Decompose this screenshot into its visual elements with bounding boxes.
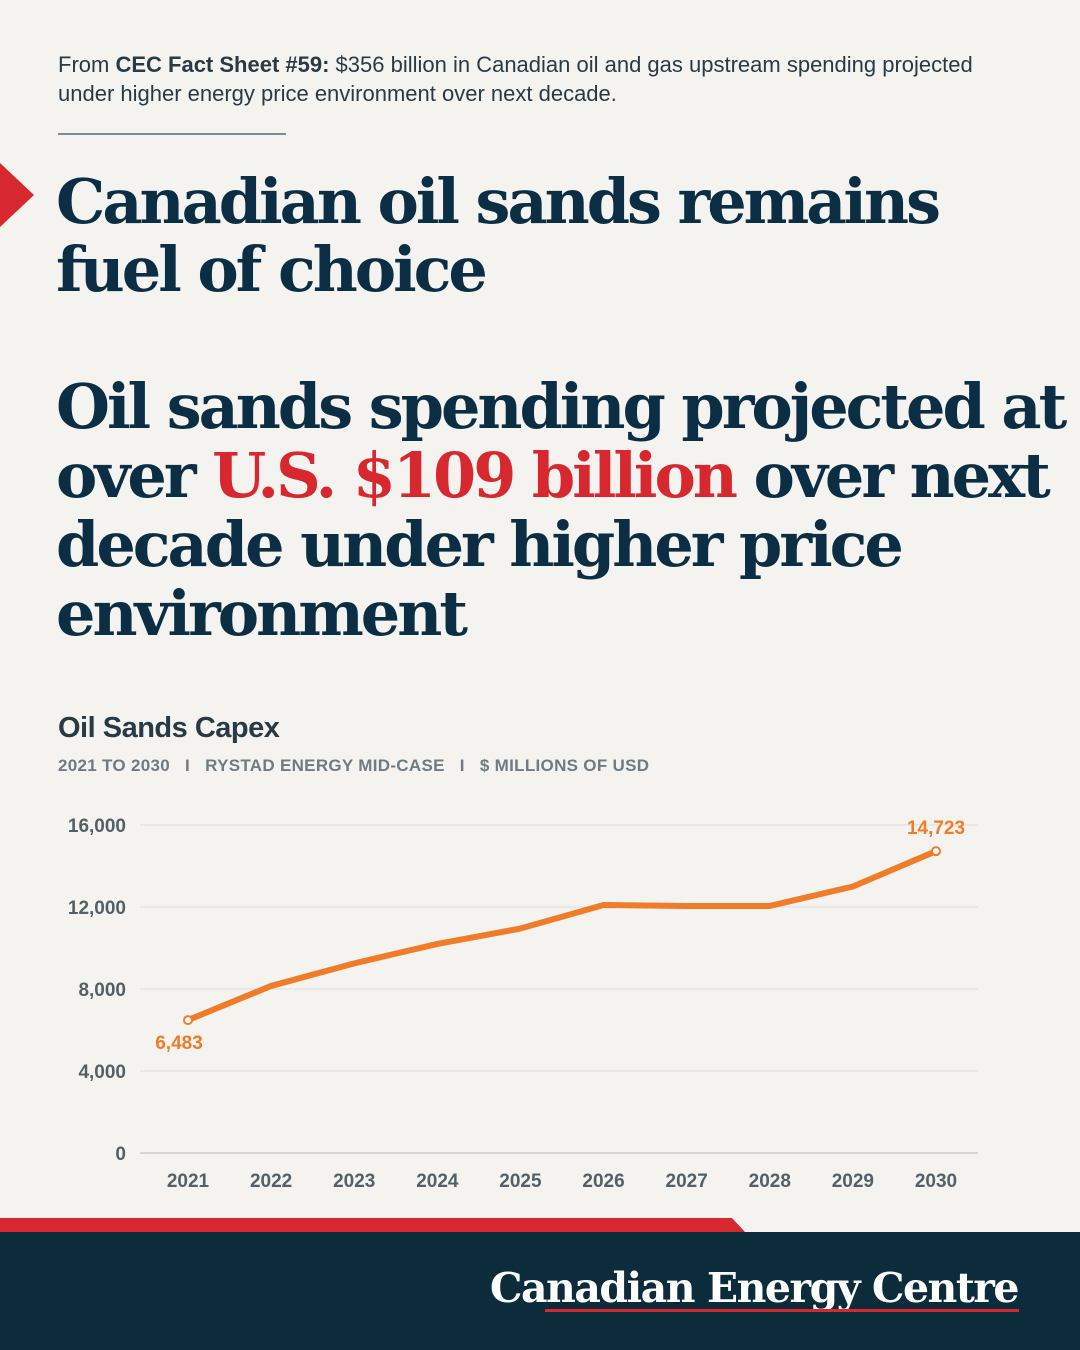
brand-logo: Canadian Energy Centre [489,1264,1020,1312]
x-tick-label: 2026 [582,1171,624,1192]
x-tick-label: 2021 [167,1171,210,1192]
footer-red-bar [0,1218,745,1232]
x-tick-label: 2028 [749,1171,791,1192]
x-tick-label: 2027 [666,1171,708,1192]
intro-text: From CEC Fact Sheet #59: $356 billion in… [58,52,973,106]
x-tick-label: 2030 [915,1171,957,1192]
y-tick-label: 8,000 [78,980,126,1001]
arrow-marker-icon [0,163,34,227]
headline: Canadian oil sands remains fuel of choic… [56,165,941,306]
data-point [931,846,941,857]
subheadline: Oil sands spending projected at over U.S… [56,370,1067,650]
x-tick-label: 2029 [832,1171,874,1192]
y-tick-label: 4,000 [78,1062,126,1083]
chart-title: Oil Sands Capex [58,712,280,744]
footer [0,1232,1080,1350]
line-chart: 0 4,000 8,000 12,000 16,000 2021 2022 2023 2024 2… [68,816,978,1192]
y-tick-label: 12,000 [68,898,126,919]
y-tick-label: 0 [115,1144,126,1165]
brand-underline [545,1309,1019,1312]
data-label: 14,723 [907,818,965,839]
x-tick-label: 2023 [333,1171,375,1192]
series-line [185,848,939,1024]
data-label: 6,483 [155,1033,203,1054]
highlight-amount: U.S. $109 billion [212,439,738,512]
divider [58,133,286,135]
x-tick-label: 2024 [416,1171,459,1192]
data-point [183,1015,193,1026]
y-tick-label: 16,000 [68,816,126,837]
x-tick-label: 2022 [250,1171,292,1192]
chart-subtitle: 2021 TO 2030 I RYSTAD ENERGY MID-CASE I … [58,756,650,775]
intro-source: CEC Fact Sheet #59: [115,52,330,77]
x-tick-label: 2025 [499,1171,542,1192]
